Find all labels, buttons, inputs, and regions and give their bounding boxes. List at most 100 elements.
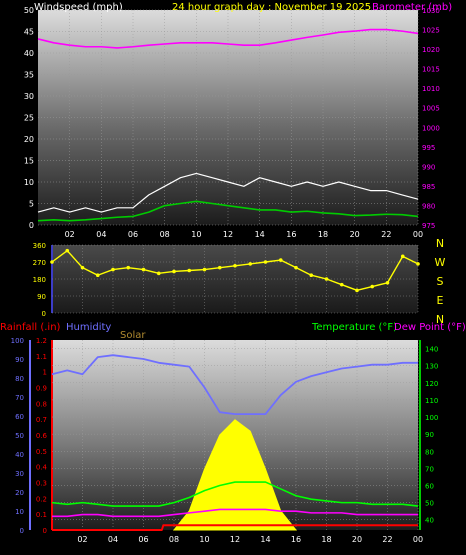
direction-point — [95, 273, 100, 278]
hour-tick-label: 08 — [160, 230, 170, 239]
hour-tick-label: 14 — [255, 230, 265, 239]
direction-point — [355, 288, 359, 293]
direction-point — [263, 260, 268, 264]
wind-tick-label: 5 — [29, 200, 34, 209]
humidity-legend: Humidity — [66, 322, 111, 333]
temperature-tick-label: 110 — [425, 397, 438, 405]
direction-tick-label: 0 — [42, 310, 46, 318]
direction-point — [172, 269, 176, 274]
wind-tick-label: 15 — [24, 157, 34, 166]
humidity-tick-label: 80 — [15, 375, 24, 383]
rain-tick-label: 0.9 — [36, 385, 47, 393]
wind-panel-series — [37, 28, 419, 222]
direction-point — [309, 273, 314, 278]
rain-tick-label: 0.3 — [36, 480, 47, 488]
temperature-tick-label: 130 — [425, 363, 438, 371]
weather-panel-series — [51, 354, 419, 531]
hour-tick-label: 06 — [138, 535, 148, 544]
temperature-tick-label: 90 — [425, 431, 434, 439]
barometer-tick-label: 975 — [422, 222, 435, 230]
rain-tick-label: 0.5 — [36, 448, 47, 456]
wind-tick-label: 35 — [24, 71, 34, 80]
rain-tick-label: 0.4 — [36, 464, 48, 472]
rain-tick-label: 0 — [43, 527, 47, 535]
rain-tick-label: 1.2 — [36, 337, 47, 345]
direction-tick-label: 90 — [37, 293, 46, 301]
temperature-tick-label: 120 — [425, 380, 438, 388]
weather-x-axis-ticks: 02 04 06 08 10 12 14 16 18 20 22 00 — [77, 535, 423, 544]
temperature-tick-label: 100 — [425, 414, 438, 422]
barometer-axis-label: Barometer (mb) — [372, 2, 452, 13]
wind-panel-grid — [38, 9, 419, 226]
hour-tick-label: 02 — [77, 535, 87, 544]
barometer-tick-label: 995 — [422, 144, 435, 152]
humidity-tick-label: 50 — [15, 432, 24, 440]
wind-left-axis-ticks: 0 5 10 15 20 25 30 35 40 45 50 — [24, 6, 34, 230]
wind-tick-label: 50 — [24, 6, 34, 15]
rain-tick-label: 1.1 — [36, 353, 47, 361]
direction-point — [65, 248, 70, 253]
compass-letter-e: E — [437, 294, 444, 307]
hour-tick-label: 10 — [191, 230, 201, 239]
hour-tick-label: 22 — [382, 535, 392, 544]
chart-title: 24 hour graph day : November 19 2025 — [172, 2, 371, 13]
direction-point — [416, 262, 420, 266]
hour-tick-label: 20 — [352, 535, 362, 544]
wind-x-axis-ticks: 02 04 06 08 10 12 14 16 18 20 22 00 — [65, 230, 424, 239]
temperature-axis-ticks: 40 50 60 70 80 90 100 110 120 130 140 — [425, 346, 438, 525]
hour-tick-label: 16 — [286, 230, 296, 239]
wind-tick-label: 0 — [29, 221, 34, 230]
direction-point — [111, 267, 115, 272]
compass-letter-s: S — [437, 275, 444, 288]
humidity-tick-label: 20 — [15, 489, 24, 497]
humidity-tick-label: 90 — [15, 356, 24, 364]
barometer-tick-label: 1020 — [422, 46, 440, 54]
barometer-tick-label: 980 — [422, 202, 435, 210]
hour-tick-label: 12 — [223, 230, 233, 239]
humidity-tick-label: 100 — [11, 337, 24, 345]
direction-point — [202, 267, 207, 272]
temperature-legend: Temperature (°F) — [311, 322, 397, 333]
compass-letter-n: N — [436, 313, 444, 326]
direction-point — [50, 260, 54, 264]
hour-tick-label: 20 — [350, 230, 360, 239]
direction-point — [156, 271, 161, 276]
hour-tick-label: 18 — [321, 535, 331, 544]
wind-tick-label: 45 — [24, 28, 34, 37]
wind-tick-label: 40 — [24, 49, 34, 58]
direction-point — [339, 282, 344, 287]
temperature-line — [51, 481, 419, 507]
hour-tick-label: 00 — [413, 230, 423, 239]
humidity-axis-ticks: 0 10 20 30 40 50 60 70 80 90 100 — [11, 337, 24, 535]
barometer-tick-label: 985 — [422, 183, 435, 191]
barometer-axis-ticks: 975 980 985 990 995 1000 1005 1010 1015 1020 1025 1… — [422, 7, 440, 230]
hour-tick-label: 06 — [128, 230, 138, 239]
direction-point — [370, 284, 375, 289]
wind-tick-label: 10 — [24, 178, 34, 187]
direction-point — [217, 265, 222, 270]
wind_avg-line — [37, 200, 419, 222]
rain-tick-label: 0.8 — [36, 400, 47, 408]
dew-point-legend: Dew Point (°F) — [394, 322, 466, 333]
hour-tick-label: 18 — [318, 230, 328, 239]
hour-tick-label: 10 — [199, 535, 209, 544]
humidity-tick-label: 70 — [15, 394, 24, 402]
rain-tick-label: 0.7 — [36, 416, 47, 424]
humidity-line — [51, 354, 418, 416]
direction-point — [233, 263, 237, 268]
barometer-tick-label: 1030 — [422, 7, 440, 15]
dew-point-line — [52, 508, 418, 518]
direction-point — [278, 258, 283, 262]
direction-point — [187, 268, 192, 273]
direction-degree-ticks: 0 90 180 270 360 — [33, 242, 46, 318]
compass-letter-w: W — [435, 256, 446, 269]
rain-tick-label: 0.2 — [36, 495, 47, 503]
wind-tick-label: 30 — [24, 92, 34, 101]
direction-point — [80, 265, 85, 270]
direction-series — [50, 248, 420, 293]
humidity-tick-label: 10 — [15, 508, 24, 516]
wind-tick-label: 20 — [24, 135, 34, 144]
hour-tick-label: 12 — [230, 535, 240, 544]
solar-legend: Solar — [120, 330, 146, 341]
